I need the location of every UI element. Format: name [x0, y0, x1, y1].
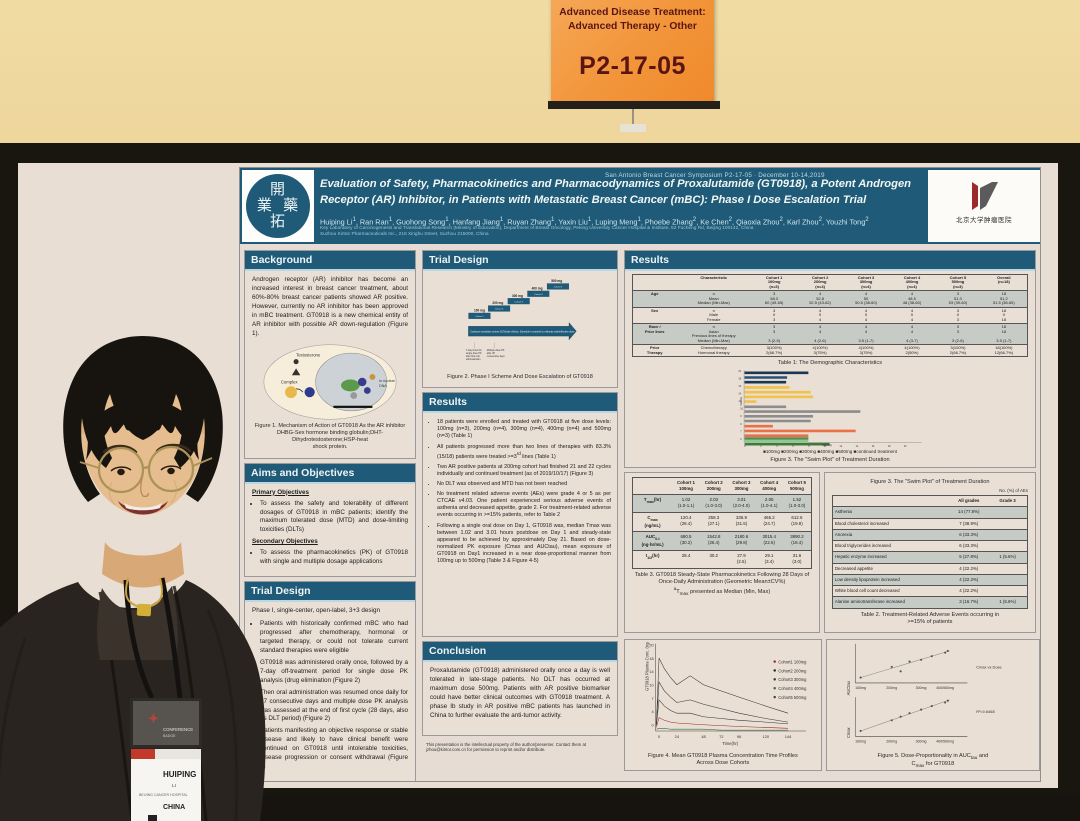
svg-text:200mg: 200mg [886, 686, 897, 690]
svg-text:In nuclear: In nuclear [379, 379, 395, 383]
svg-text:200 mg: 200 mg [492, 301, 503, 305]
svg-text:Testosterone: Testosterone [296, 352, 321, 357]
svg-text:144: 144 [785, 734, 792, 739]
svg-text:14: 14 [738, 393, 741, 396]
svg-text:72: 72 [719, 734, 723, 739]
svg-text:14: 14 [649, 669, 654, 674]
svg-text:400/500mg: 400/500mg [936, 686, 954, 690]
svg-text:9: 9 [740, 416, 742, 419]
svg-text:Month(s): Month(s) [822, 444, 832, 447]
svg-text:0: 0 [652, 723, 655, 728]
svg-text:administration: administration [466, 358, 481, 361]
svg-text:Cmax: Cmax [846, 728, 851, 739]
svg-text:Complex: Complex [281, 379, 299, 384]
svg-text:18: 18 [738, 378, 741, 381]
svg-text:16: 16 [738, 385, 741, 388]
svg-text:AUCtau: AUCtau [846, 681, 851, 695]
svg-text:6: 6 [740, 438, 742, 441]
svg-text:12: 12 [840, 445, 843, 447]
svg-text:Continue escalation unless DLT: Continue escalation unless DLTs/side eff… [470, 330, 575, 333]
svg-text:24: 24 [675, 734, 680, 739]
svg-text:Multiple-dose PK: Multiple-dose PK [487, 349, 505, 352]
svg-text:GT0918 Plasma Conc. (ng/mL): GT0918 Plasma Conc. (ng/mL) [644, 642, 649, 691]
svg-text:Cohort5 500mg: Cohort5 500mg [778, 695, 806, 700]
svg-text:BADGE: BADGE [163, 734, 176, 738]
svg-text:10: 10 [649, 683, 654, 688]
svg-text:20: 20 [904, 445, 907, 447]
svg-text:Cohort1 100mg: Cohort1 100mg [778, 659, 806, 664]
svg-text:300mg: 300mg [915, 740, 926, 744]
svg-text:Cohort3 300mg: Cohort3 300mg [778, 677, 806, 682]
svg-text:after first oral: after first oral [466, 355, 480, 358]
svg-text:4: 4 [652, 709, 655, 714]
svg-text:0: 0 [658, 734, 661, 739]
svg-text:400 mg: 400 mg [532, 286, 543, 290]
svg-text:Cohort4 400mg: Cohort4 400mg [778, 686, 806, 691]
svg-text:100mg: 100mg [855, 740, 866, 744]
svg-text:7-day check for: 7-day check for [466, 349, 482, 352]
svg-text:HUIPING: HUIPING [163, 770, 196, 779]
svg-text:after 28: after 28 [487, 352, 496, 355]
svg-text:Cohort 3: Cohort 3 [515, 300, 524, 303]
svg-text:500 mg: 500 mg [551, 279, 562, 283]
svg-text:48: 48 [701, 734, 705, 739]
svg-text:14: 14 [856, 445, 859, 447]
svg-text:BEIJING CANCER HOSPITAL: BEIJING CANCER HOSPITAL [139, 793, 188, 797]
svg-text:18: 18 [888, 445, 891, 447]
svg-text:18: 18 [649, 656, 653, 661]
svg-text:8: 8 [740, 423, 742, 426]
svg-text:CONFERENCE: CONFERENCE [163, 727, 193, 732]
svg-text:Cohort2 200mg: Cohort2 200mg [778, 668, 806, 673]
svg-text:96: 96 [737, 734, 741, 739]
svg-text:100 mg: 100 mg [474, 309, 485, 313]
svg-text:20: 20 [649, 643, 654, 648]
svg-text:10: 10 [740, 408, 743, 411]
svg-text:R²=0.6468: R²=0.6468 [976, 709, 994, 714]
svg-text:DNA: DNA [379, 384, 387, 388]
svg-text:Cohort 4: Cohort 4 [534, 293, 543, 296]
svg-text:CHINA: CHINA [163, 804, 185, 811]
svg-text:7: 7 [740, 431, 742, 434]
svg-text:Cmax vs Dose: Cmax vs Dose [976, 665, 1001, 670]
svg-text:100mg: 100mg [855, 686, 866, 690]
svg-text:consecutive days: consecutive days [487, 355, 506, 358]
svg-text:Cohort 5: Cohort 5 [554, 286, 563, 289]
svg-text:120: 120 [763, 734, 770, 739]
svg-text:200mg: 200mg [886, 740, 897, 744]
svg-text:300mg: 300mg [915, 686, 926, 690]
svg-text:16: 16 [872, 445, 875, 447]
svg-text:Time(hr): Time(hr) [722, 741, 739, 746]
svg-text:400/500mg: 400/500mg [936, 740, 954, 744]
svg-text:300 mg: 300 mg [512, 294, 523, 298]
svg-text:Patients: Patients [740, 397, 743, 407]
svg-text:✦: ✦ [148, 711, 159, 726]
svg-text:7: 7 [652, 696, 654, 701]
svg-text:single dose PK: single dose PK [466, 353, 482, 355]
svg-text:Cohort 2: Cohort 2 [495, 308, 504, 311]
svg-text:LI: LI [172, 783, 176, 789]
svg-text:Cohort 1: Cohort 1 [475, 315, 484, 318]
svg-text:20: 20 [738, 370, 741, 373]
